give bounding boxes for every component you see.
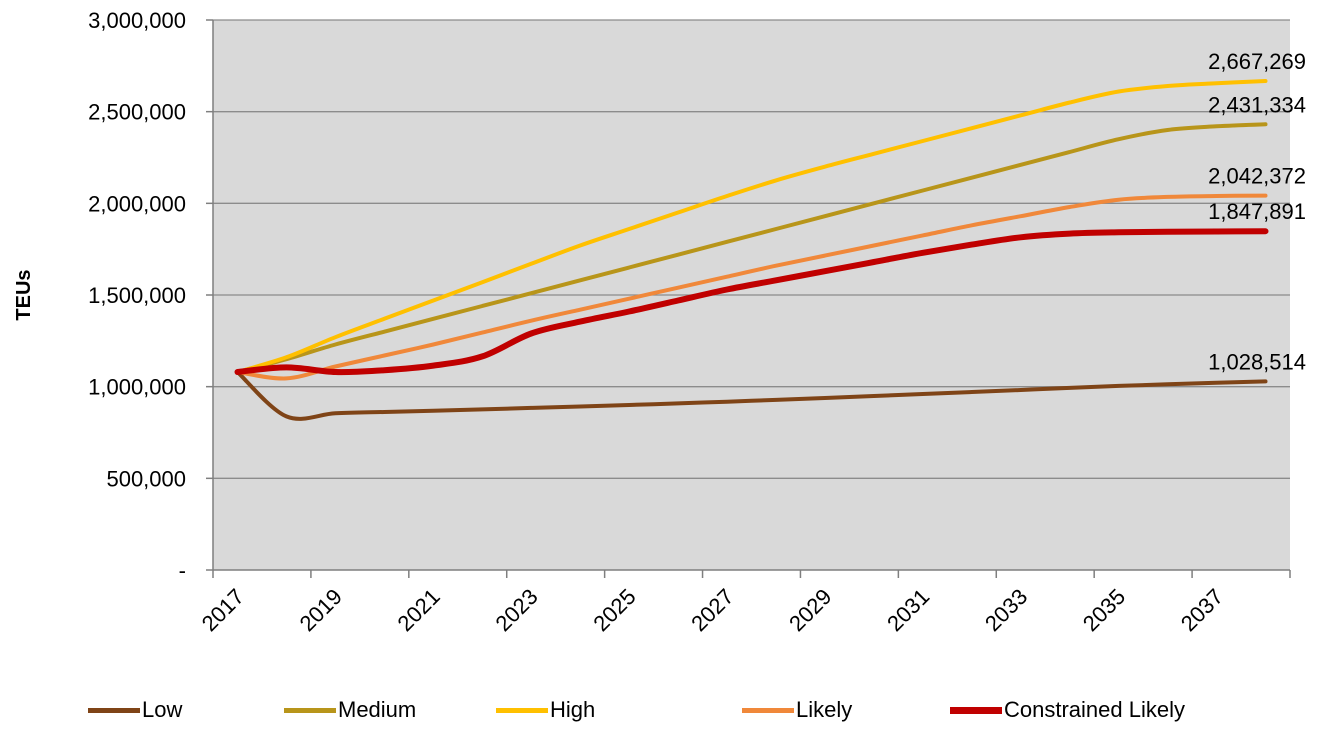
legend-swatch [742,707,794,713]
y-tick-label: 1,000,000 [88,375,186,400]
end-label-high: 2,667,269 [1208,49,1306,74]
y-tick-label: 1,500,000 [88,283,186,308]
legend-swatch [950,706,1002,714]
series-line-constrained-likely [234,228,1269,376]
legend-swatch [88,707,140,713]
x-tick-label: 2031 [882,584,934,636]
y-tick-label: - [179,558,186,583]
x-tick-label: 2037 [1176,584,1228,636]
end-label-medium: 2,431,334 [1208,92,1306,117]
x-tick-label: 2027 [686,584,738,636]
chart: - 500,000 1,000,000 1,500,000 2,000,000 2,500… [13,8,1306,636]
end-label-low: 1,028,514 [1208,349,1306,374]
legend-label: Likely [796,697,853,722]
legend-swatch [284,707,336,713]
y-tick-labels: - 500,000 1,000,000 1,500,000 2,000,000 2,500… [88,8,186,583]
series-lines [234,79,1269,421]
x-tick-label: 2021 [393,584,445,636]
end-value-labels: 1,028,514 2,431,334 2,667,269 2,042,372 1,84… [1208,49,1306,374]
legend-item-high: High [496,690,595,730]
legend-label: Medium [338,697,417,722]
legend-label: Low [142,697,183,722]
end-label-constrained-likely: 1,847,891 [1208,199,1306,224]
x-tick-labels: 2017 2019 2021 2023 2025 2027 2029 2031 2033 2035… [197,584,1228,636]
legend-item-likely: Likely [742,690,852,730]
series-line-low [235,370,1268,421]
x-tick-label: 2029 [784,584,836,636]
axes [206,19,1291,578]
y-tick-label: 3,000,000 [88,8,186,33]
legend-swatch [496,707,548,713]
legend-label: High [550,697,596,722]
series-line-medium [235,122,1268,374]
y-axis-title: TEUs [13,269,35,320]
y-tick-label: 500,000 [106,466,186,491]
x-tick-label: 2023 [490,584,542,636]
series-line-high [235,79,1268,374]
x-tick-label: 2017 [197,584,249,636]
legend-item-constrained-likely: Constrained Likely [950,690,1185,730]
x-tick-label: 2035 [1078,584,1130,636]
legend: Low Medium High Likely Constrained Likely [0,690,1320,730]
end-label-likely: 2,042,372 [1208,164,1306,189]
legend-item-medium: Medium [284,690,416,730]
gridlines [213,19,1290,479]
series-line-likely [235,193,1268,381]
x-tick-label: 2033 [980,584,1032,636]
x-tick-label: 2019 [295,584,347,636]
y-tick-label: 2,000,000 [88,191,186,216]
legend-item-low: Low [88,690,182,730]
legend-label: Constrained Likely [1004,697,1185,722]
x-tick-label: 2025 [588,584,640,636]
y-tick-label: 2,500,000 [88,100,186,125]
